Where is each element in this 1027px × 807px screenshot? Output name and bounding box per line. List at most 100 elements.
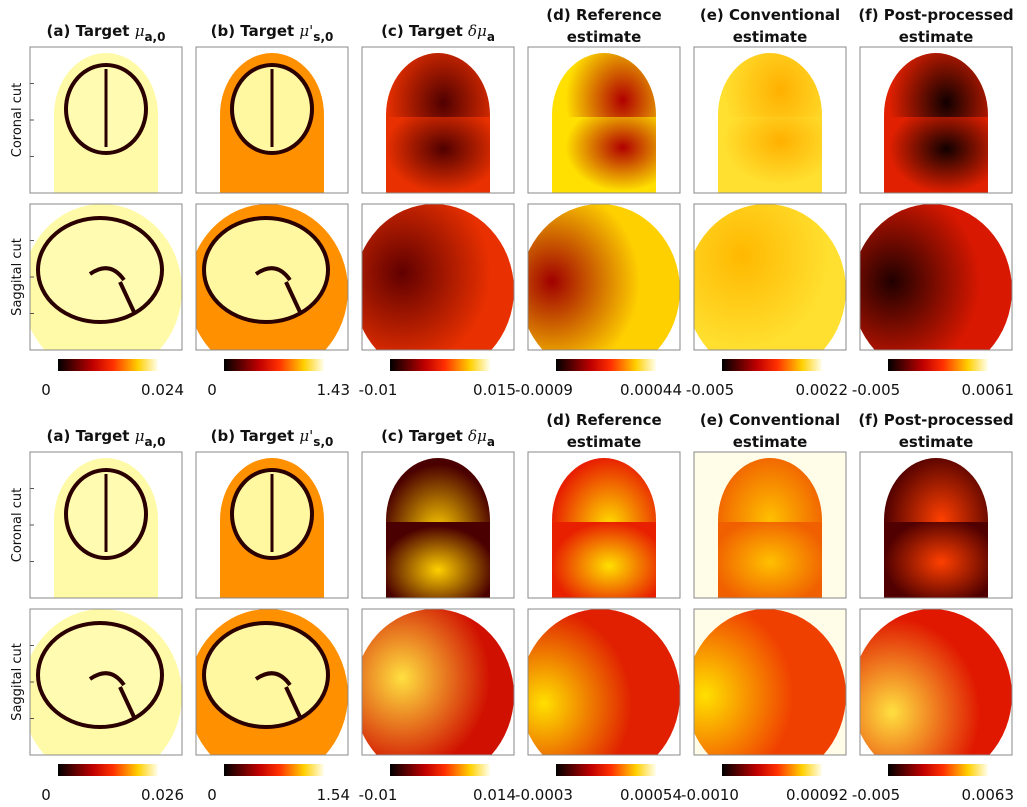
- colorbar: [224, 764, 324, 776]
- image-panel: [860, 452, 1012, 602]
- title-symbol: μ: [135, 427, 145, 445]
- neck: [884, 522, 988, 602]
- colorbar-max: 1.54: [317, 786, 350, 803]
- panel-title: estimate: [733, 433, 808, 451]
- colorbar-max: 0.00092: [786, 786, 848, 803]
- panel-title: (f) Post-processed: [858, 411, 1013, 429]
- colorbar-min: -0.01: [359, 786, 398, 803]
- colorbar: [224, 359, 324, 371]
- panel-title: (c) Target δμa: [381, 427, 495, 449]
- panel-title: (d) Reference: [546, 6, 661, 24]
- colorbar-max: 0.00044: [620, 381, 682, 399]
- colorbar-max: 0.026: [141, 786, 184, 803]
- colorbar-max: 0.024: [141, 381, 184, 399]
- panel-title: (b) Target μ's,0: [211, 427, 334, 449]
- panel-title: (c) Target δμa: [381, 22, 495, 44]
- image-panel: [686, 204, 846, 376]
- figure: (a) Target μa,0(b) Target μ's,0(c) Targe…: [0, 0, 1027, 803]
- colorbar-min: 0: [207, 786, 217, 803]
- panel-title: estimate: [899, 28, 974, 46]
- image-panel: [30, 452, 182, 602]
- image-panel: [860, 47, 1012, 197]
- panel-title: (a) Target μa,0: [47, 427, 166, 449]
- panel-title: (e) Conventional: [700, 6, 840, 24]
- colorbar-max: 0.0063: [962, 786, 1015, 803]
- row-label: Saggital cut: [10, 238, 25, 316]
- colorbar-min: -0.0009: [515, 381, 573, 399]
- panel-title: estimate: [899, 433, 974, 451]
- colorbar-min: -0.0003: [515, 786, 573, 803]
- image-panel: [520, 609, 680, 781]
- colorbar-min: 0: [41, 381, 51, 399]
- image-panel: [528, 47, 680, 197]
- title-symbol: μ': [299, 427, 313, 445]
- colorbar: [888, 764, 988, 776]
- neck: [386, 117, 490, 197]
- image-panel: [196, 47, 348, 197]
- panel-title: (d) Reference: [546, 411, 661, 429]
- image-panel: [520, 204, 680, 376]
- title-text: (a) Target: [47, 427, 135, 445]
- panel-title: (e) Conventional: [700, 411, 840, 429]
- neck: [718, 117, 822, 197]
- colorbar: [390, 359, 490, 371]
- image-panel: [852, 204, 1012, 376]
- title-symbol: δμ: [468, 22, 487, 40]
- image-panel: [22, 204, 182, 376]
- title-text: (b) Target: [211, 427, 300, 445]
- panel-title: estimate: [567, 433, 642, 451]
- colorbar-min: 0: [207, 381, 217, 399]
- row-label: Coronal cut: [10, 488, 25, 562]
- colorbar-min: -0.005: [852, 381, 900, 399]
- colorbar: [722, 359, 822, 371]
- title-symbol: μ': [299, 22, 313, 40]
- panel-title: estimate: [567, 28, 642, 46]
- colorbar-max: 0.0022: [796, 381, 849, 399]
- colorbar-max: 0.00054: [620, 786, 682, 803]
- colorbar-max: 0.015: [473, 381, 516, 399]
- image-panel: [362, 452, 514, 602]
- image-panel: [694, 47, 846, 197]
- colorbar: [722, 764, 822, 776]
- image-panel: [686, 609, 846, 781]
- image-panel: [528, 452, 680, 602]
- row-label: Coronal cut: [10, 83, 25, 157]
- colorbar: [888, 359, 988, 371]
- title-symbol: μ: [135, 22, 145, 40]
- panel-title: (b) Target μ's,0: [211, 22, 334, 44]
- colorbar-min: 0: [41, 786, 51, 803]
- title-text: (a) Target: [47, 22, 135, 40]
- panel-title: estimate: [733, 28, 808, 46]
- title-subscript: a,0: [144, 30, 165, 44]
- image-panel: [852, 609, 1012, 781]
- image-panel: [354, 204, 514, 376]
- title-subscript: a: [487, 30, 495, 44]
- title-text: (b) Target: [211, 22, 300, 40]
- title-subscript: s,0: [313, 435, 333, 449]
- image-panel: [188, 609, 348, 781]
- colorbar-max: 0.0061: [962, 381, 1015, 399]
- colorbar-min: -0.005: [686, 381, 734, 399]
- panel-title: (a) Target μa,0: [47, 22, 166, 44]
- title-subscript: s,0: [313, 30, 333, 44]
- neck: [884, 117, 988, 197]
- colorbar-max: 0.014: [473, 786, 516, 803]
- colorbar-min: -0.005: [852, 786, 900, 803]
- image-panel: [362, 47, 514, 197]
- row-label: Saggital cut: [10, 643, 25, 721]
- colorbar-max: 1.43: [317, 381, 350, 399]
- panel-title: (f) Post-processed: [858, 6, 1013, 24]
- image-panel: [694, 452, 846, 602]
- neck: [386, 522, 490, 602]
- neck: [552, 117, 656, 197]
- image-panel: [188, 204, 348, 376]
- title-text: (c) Target: [381, 427, 468, 445]
- image-panel: [354, 609, 514, 781]
- title-symbol: δμ: [468, 427, 487, 445]
- colorbar: [58, 764, 158, 776]
- image-panel: [22, 609, 182, 781]
- colorbar-min: -0.01: [359, 381, 398, 399]
- title-text: (c) Target: [381, 22, 468, 40]
- colorbar: [556, 764, 656, 776]
- colorbar: [390, 764, 490, 776]
